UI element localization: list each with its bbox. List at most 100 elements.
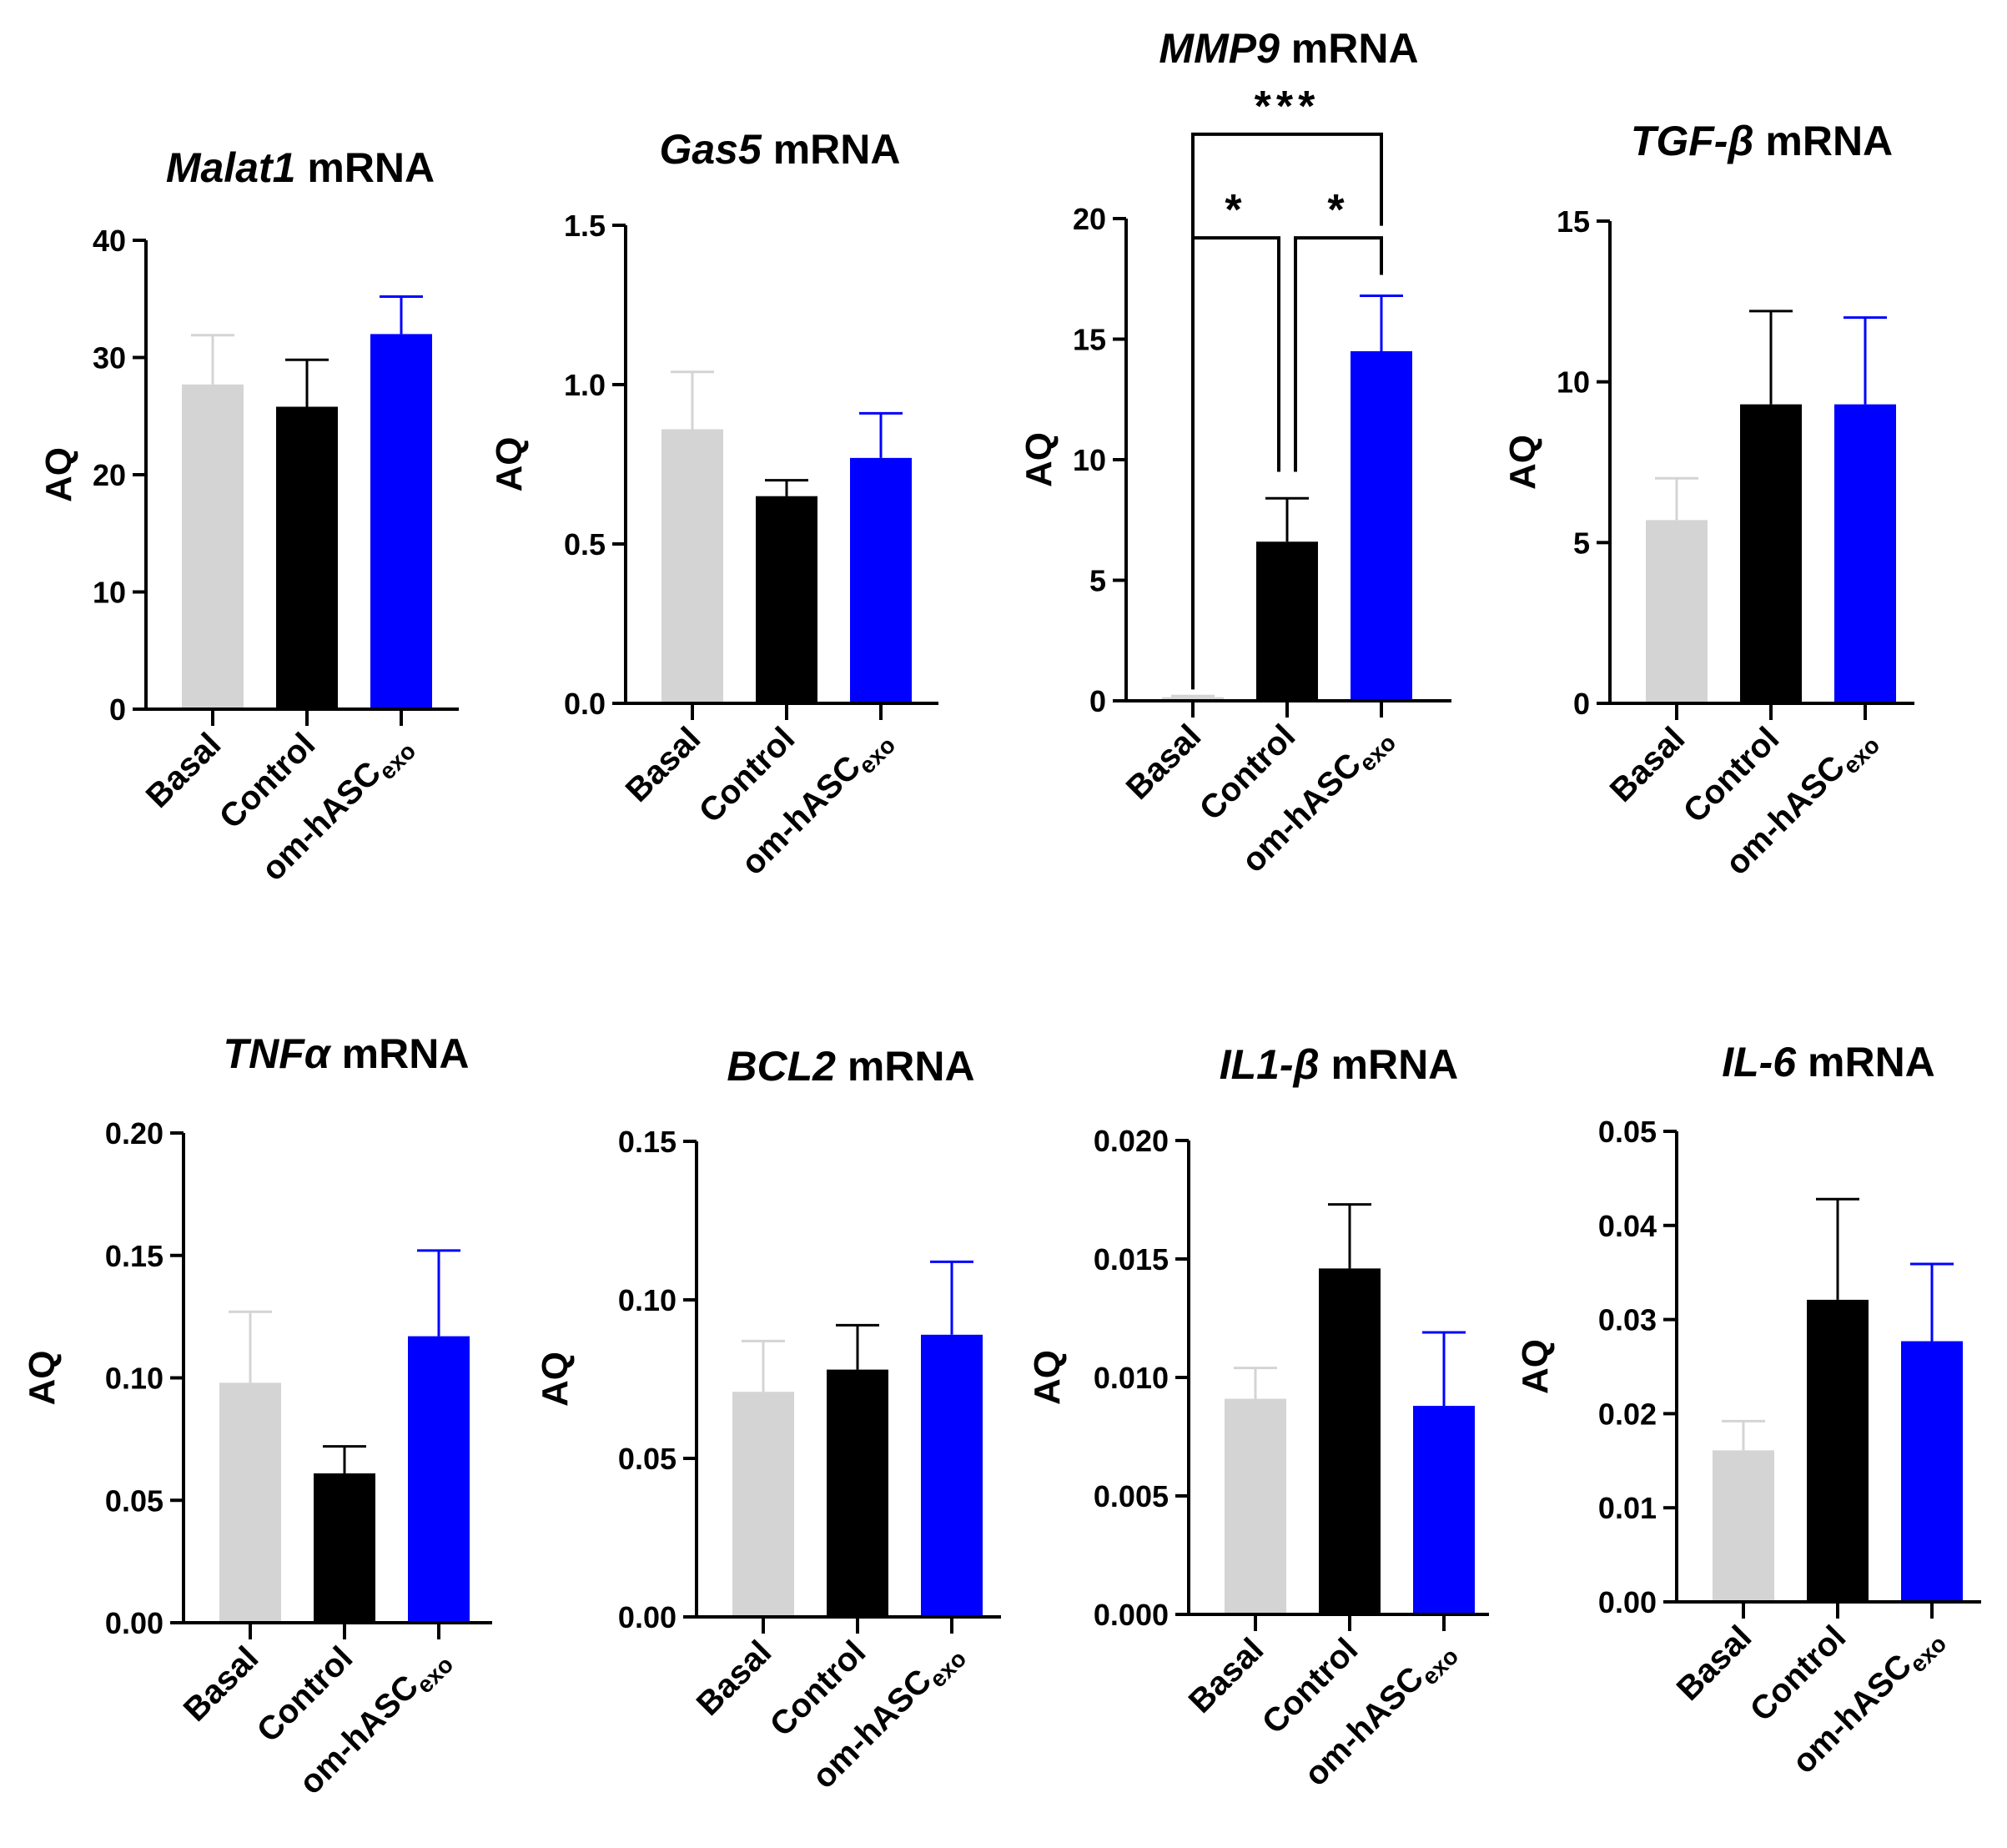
bar-om-hasc xyxy=(1834,404,1896,703)
y-axis-label: AQ xyxy=(489,437,530,492)
y-tick-label: 5 xyxy=(1573,526,1590,560)
significance-bracket xyxy=(1191,132,1383,690)
x-tick-label: Basal xyxy=(1182,1631,1271,1720)
y-tick-label: 0.15 xyxy=(105,1239,163,1273)
bar-basal xyxy=(732,1392,794,1617)
bar-basal xyxy=(661,429,723,703)
chart-title: MMP9 mRNA xyxy=(1159,25,1418,72)
title-suffix: mRNA xyxy=(1320,1041,1459,1088)
y-tick-label: 1.5 xyxy=(564,209,606,243)
chart-panel-5: TNFα mRNA0.000.050.100.150.20AQBasalCont… xyxy=(22,1030,492,1801)
chart-title: Malat1 mRNA xyxy=(166,144,435,191)
title-suffix: mRNA xyxy=(1280,25,1419,72)
category-name: Basal xyxy=(619,720,708,809)
category-name: Basal xyxy=(1670,1619,1759,1708)
y-tick-label: 0.010 xyxy=(1094,1361,1169,1395)
bar-basal xyxy=(1713,1450,1774,1602)
chart-panel-7: IL1-β mRNA 0.000 0.005 0.010 0.015 0.020 AQ Bas… xyxy=(1027,1041,1489,1793)
y-axis-label: AQ xyxy=(1019,432,1059,487)
title-gene: IL-6 xyxy=(1722,1039,1797,1085)
category-name: Basal xyxy=(1119,718,1209,807)
bar-basal xyxy=(182,384,244,709)
category-name: Basal xyxy=(1603,720,1693,809)
x-tick-label: Basal xyxy=(619,720,708,809)
title-gene: Gas5 xyxy=(659,126,762,173)
y-tick-label: 10 xyxy=(1073,443,1106,477)
title-suffix: mRNA xyxy=(330,1030,470,1077)
chart-panel-3: MMP9 mRNA05101520AQBasalControlom-hASCex… xyxy=(1019,25,1451,879)
y-tick-label: 10 xyxy=(93,576,126,610)
y-tick-label: 0.10 xyxy=(618,1283,677,1317)
bar-basal xyxy=(219,1382,281,1623)
x-tick-label: Basal xyxy=(690,1634,779,1723)
bar-control xyxy=(1740,404,1802,703)
chart-title: Gas5 mRNA xyxy=(659,126,900,173)
bar-basal xyxy=(1646,520,1708,703)
y-tick-label: 0 xyxy=(1089,684,1106,718)
x-tick-label: Basal xyxy=(177,1639,266,1729)
bar-control xyxy=(1319,1268,1381,1614)
chart-title: TGF-β mRNA xyxy=(1631,118,1893,164)
bar-om-hasc xyxy=(1413,1406,1475,1614)
chart-panel-1: Malat1 mRNA010203040AQBasalControlom-hAS… xyxy=(38,144,459,888)
y-tick-label: 0 xyxy=(109,692,126,727)
y-tick-label: 20 xyxy=(93,458,126,492)
y-axis-label: AQ xyxy=(535,1352,576,1407)
chart-title: BCL2 mRNA xyxy=(727,1043,974,1090)
y-tick-label: 0 xyxy=(1573,687,1590,721)
y-tick-label: 0.00 xyxy=(618,1600,677,1634)
category-name: Basal xyxy=(690,1634,779,1723)
bar-control xyxy=(276,406,338,709)
y-axis-label: AQ xyxy=(1502,435,1543,490)
y-axis-label: AQ xyxy=(1027,1350,1068,1405)
bar-control xyxy=(1807,1299,1869,1602)
significance-bracket xyxy=(1294,236,1383,472)
bar-om-hasc xyxy=(370,334,432,709)
title-suffix: mRNA xyxy=(836,1043,975,1090)
y-tick-label: 5 xyxy=(1089,564,1106,598)
y-tick-label: 0.02 xyxy=(1598,1397,1657,1431)
y-axis-label: AQ xyxy=(38,447,79,502)
bar-control xyxy=(314,1473,375,1623)
y-tick-label: 0.05 xyxy=(105,1483,163,1518)
y-tick-label: 0.00 xyxy=(105,1606,163,1640)
bar-basal xyxy=(1162,697,1224,701)
y-tick-label: 0.0 xyxy=(564,687,606,721)
y-tick-label: 0.05 xyxy=(1598,1115,1657,1149)
category-name: Basal xyxy=(177,1639,266,1729)
title-suffix: mRNA xyxy=(1796,1039,1935,1085)
category-name: Basal xyxy=(1182,1631,1271,1720)
bar-om-hasc xyxy=(1901,1341,1963,1602)
y-tick-label: 0.01 xyxy=(1598,1491,1657,1525)
bar-basal xyxy=(1225,1398,1286,1614)
y-tick-label: 0.20 xyxy=(105,1116,163,1151)
y-tick-label: 0.020 xyxy=(1094,1124,1169,1158)
bar-control xyxy=(756,496,817,703)
title-gene: BCL2 xyxy=(727,1043,836,1090)
chart-panel-2: Gas5 mRNA0.00.51.01.5AQBasalControlom-hA… xyxy=(489,126,938,882)
title-suffix: mRNA xyxy=(1753,118,1893,164)
y-axis-label: AQ xyxy=(1515,1339,1556,1394)
bar-control xyxy=(827,1369,888,1617)
y-tick-label: 0.00 xyxy=(1598,1585,1657,1619)
y-tick-label: 0.03 xyxy=(1598,1303,1657,1337)
y-tick-label: 1.0 xyxy=(564,368,606,402)
x-tick-label: Basal xyxy=(1603,720,1693,809)
y-tick-label: 0.04 xyxy=(1598,1209,1657,1243)
bar-om-hasc xyxy=(408,1336,470,1623)
y-tick-label: 40 xyxy=(93,224,126,258)
significance-label: *** xyxy=(1255,83,1320,131)
title-suffix: mRNA xyxy=(762,126,901,173)
y-tick-label: 0.15 xyxy=(618,1125,677,1159)
x-tick-label: Basal xyxy=(1670,1619,1759,1708)
y-tick-label: 0.015 xyxy=(1094,1242,1169,1276)
y-axis-label: AQ xyxy=(22,1351,63,1406)
title-gene: IL1-β xyxy=(1220,1041,1320,1088)
y-tick-label: 0.000 xyxy=(1094,1598,1169,1632)
y-tick-label: 20 xyxy=(1073,202,1106,236)
chart-panel-8: IL-6 mRNA 0.00 0.01 0.02 0.03 0.04 0.05 AQ Basal… xyxy=(1515,1039,1981,1780)
title-gene: Malat1 xyxy=(166,144,296,191)
significance-label: * xyxy=(1225,186,1246,234)
